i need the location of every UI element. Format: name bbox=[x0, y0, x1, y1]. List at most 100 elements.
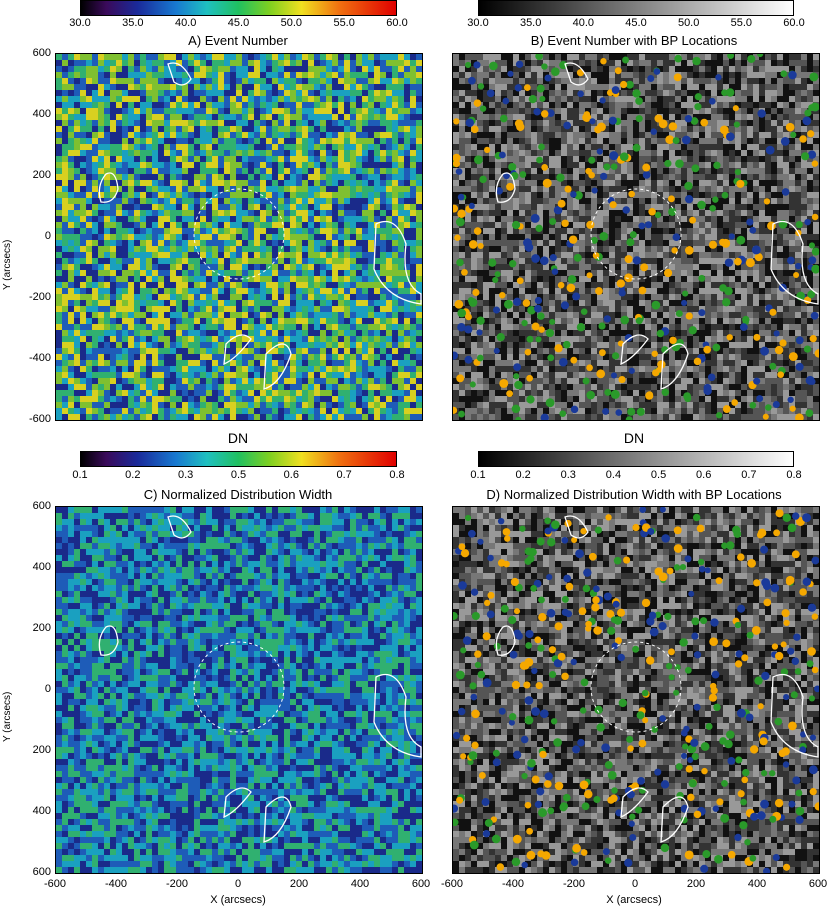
bp-location-marker bbox=[586, 272, 593, 279]
bp-location-marker bbox=[580, 527, 587, 535]
bp-location-marker bbox=[494, 271, 501, 278]
bp-location-marker bbox=[539, 95, 546, 102]
bp-location-marker bbox=[642, 163, 651, 172]
bp-location-marker bbox=[756, 395, 764, 402]
bp-location-marker bbox=[493, 347, 500, 354]
bp-location-marker bbox=[470, 125, 479, 134]
bp-location-marker bbox=[476, 354, 484, 362]
bp-location-marker bbox=[535, 224, 543, 233]
bp-location-marker bbox=[713, 161, 721, 170]
colorbar-unit-right: DN bbox=[623, 430, 645, 446]
bp-location-marker bbox=[554, 781, 564, 791]
bp-location-marker bbox=[465, 118, 474, 127]
bp-location-marker bbox=[807, 150, 817, 159]
bp-location-marker bbox=[772, 853, 780, 862]
bp-location-marker bbox=[751, 625, 761, 635]
bp-location-marker bbox=[535, 336, 542, 343]
bp-location-marker bbox=[521, 661, 530, 670]
bp-location-marker bbox=[675, 159, 684, 169]
bp-location-marker bbox=[809, 72, 819, 82]
bp-location-marker bbox=[471, 741, 479, 749]
bp-location-marker bbox=[507, 70, 514, 77]
bp-location-marker bbox=[454, 299, 464, 309]
bp-location-marker bbox=[638, 739, 647, 748]
bp-location-marker bbox=[596, 148, 603, 155]
bp-location-marker bbox=[809, 378, 816, 385]
bp-location-marker bbox=[473, 61, 481, 69]
bp-location-marker bbox=[804, 109, 812, 117]
bp-location-marker bbox=[599, 97, 606, 104]
bp-location-marker bbox=[757, 109, 766, 118]
bp-location-marker bbox=[543, 780, 552, 788]
bp-location-marker bbox=[681, 752, 688, 759]
bp-location-marker bbox=[553, 738, 562, 747]
bp-location-marker bbox=[607, 626, 616, 635]
bp-location-marker bbox=[716, 798, 724, 806]
bp-location-marker bbox=[660, 843, 670, 853]
bp-location-marker bbox=[654, 611, 662, 618]
bp-location-marker bbox=[467, 529, 476, 538]
colorbar-tick-label: 0.7 bbox=[336, 469, 352, 481]
bp-location-marker bbox=[773, 529, 781, 537]
bp-location-marker bbox=[456, 258, 464, 267]
bp-location-marker bbox=[609, 201, 617, 209]
bp-location-marker bbox=[541, 110, 549, 118]
bp-location-marker bbox=[565, 582, 574, 591]
bp-location-marker bbox=[701, 767, 708, 775]
bp-location-marker bbox=[651, 350, 658, 357]
bp-location-marker bbox=[513, 629, 522, 638]
bp-location-marker bbox=[579, 780, 589, 790]
bp-location-marker bbox=[578, 607, 587, 616]
bp-location-marker bbox=[685, 765, 693, 773]
bp-location-marker bbox=[734, 168, 742, 176]
bp-location-marker bbox=[814, 685, 819, 693]
bp-location-marker bbox=[627, 745, 634, 752]
bp-location-marker bbox=[477, 242, 484, 249]
bp-location-marker bbox=[468, 751, 478, 760]
bp-location-marker bbox=[499, 378, 509, 388]
bp-location-marker bbox=[616, 279, 626, 288]
bp-location-marker bbox=[778, 749, 787, 758]
bp-location-marker bbox=[769, 362, 777, 370]
bp-location-marker bbox=[728, 233, 735, 240]
x-tick-label: -400 bbox=[104, 878, 128, 890]
bp-location-marker bbox=[780, 70, 788, 78]
bp-location-marker bbox=[632, 89, 641, 98]
bp-location-marker bbox=[472, 288, 480, 297]
bp-location-marker bbox=[756, 531, 764, 539]
bp-location-marker bbox=[603, 592, 612, 601]
bp-location-marker bbox=[455, 217, 465, 227]
bp-location-marker bbox=[750, 812, 759, 821]
bp-location-marker bbox=[582, 584, 591, 593]
bp-location-marker bbox=[512, 220, 521, 230]
bp-location-marker bbox=[751, 245, 761, 255]
bp-location-marker bbox=[496, 333, 505, 342]
bp-location-marker bbox=[802, 116, 812, 126]
bp-location-marker bbox=[567, 275, 577, 284]
y-tick-label: 0 bbox=[44, 230, 51, 242]
bp-location-marker bbox=[521, 319, 528, 327]
bp-location-marker bbox=[473, 227, 482, 235]
bp-location-marker bbox=[453, 611, 458, 620]
bp-location-marker bbox=[476, 316, 485, 325]
colorbar-tick-label: 0.8 bbox=[786, 469, 802, 481]
bp-location-marker bbox=[522, 299, 531, 307]
panel-c-distribution-width-map bbox=[55, 506, 423, 874]
y-tick-label: 200 bbox=[32, 622, 51, 634]
bp-location-marker bbox=[708, 97, 716, 105]
bp-location-marker bbox=[754, 253, 763, 262]
x-tick-label: -200 bbox=[562, 878, 586, 890]
bp-location-marker bbox=[570, 191, 577, 198]
bp-location-marker bbox=[559, 410, 567, 417]
bp-location-marker bbox=[811, 264, 819, 274]
bp-location-marker bbox=[546, 608, 556, 618]
bp-location-marker bbox=[478, 771, 486, 779]
bp-location-marker bbox=[669, 336, 677, 345]
bp-location-marker bbox=[469, 840, 479, 850]
bp-location-marker bbox=[614, 67, 622, 75]
bp-location-marker bbox=[594, 526, 603, 534]
colorbar-tick-label: 45.0 bbox=[625, 17, 647, 29]
bp-location-marker bbox=[586, 220, 595, 229]
bp-location-marker bbox=[715, 74, 722, 81]
bp-location-marker bbox=[691, 753, 699, 761]
